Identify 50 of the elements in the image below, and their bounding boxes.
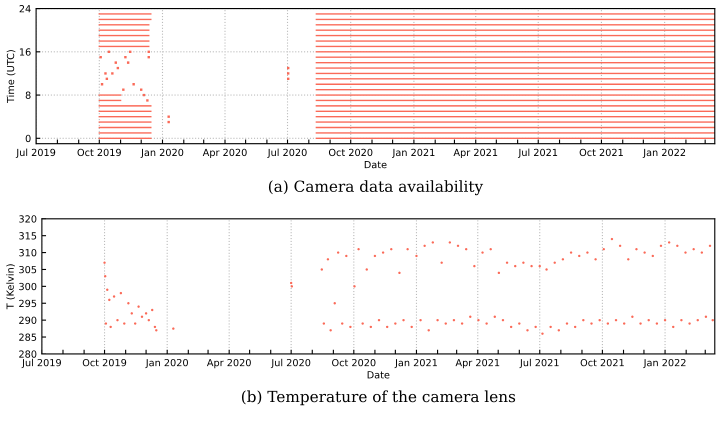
x-tick-label: Jan 2021	[394, 358, 437, 368]
x-tick-label: Apr 2021	[456, 358, 500, 368]
point	[167, 120, 170, 124]
x-tick-label: Jul 2021	[519, 358, 559, 368]
point	[108, 50, 110, 54]
y-tick-label: 300	[19, 282, 36, 290]
y-tick-label: 16	[20, 48, 31, 56]
y-tick-label: 290	[19, 316, 36, 324]
x-tick-label: Jan 2022	[642, 148, 686, 158]
y-tick-label: 24	[20, 5, 31, 12]
y-tick-label: 0	[26, 134, 31, 142]
y-tick-label: 285	[19, 334, 36, 341]
x-tick-label: Apr 2020	[202, 148, 247, 158]
y-axis-title: Time (UTC)	[6, 50, 16, 104]
point	[126, 61, 130, 64]
point	[111, 72, 114, 75]
x-tick-label: Oct 2021	[580, 358, 624, 366]
point	[106, 78, 108, 80]
y-tick-label: 8	[26, 92, 31, 99]
x-tick-label: Jan 2021	[392, 148, 434, 158]
x-tick-label: Jul 2020	[267, 148, 307, 158]
point	[142, 94, 146, 96]
x-tick-label: Jul 2019	[16, 148, 56, 158]
x-tick-label: Jan 2020	[145, 358, 188, 368]
x-tick-label: Jan 2020	[140, 148, 184, 158]
y-axis-title: T (Kelvin)	[6, 264, 15, 310]
x-tick-label: Jul 2019	[22, 358, 61, 368]
text: (b) Temperature of the camera lens	[242, 390, 516, 406]
point	[140, 88, 142, 91]
x-tick-label: Oct 2019	[78, 148, 121, 156]
x-axis-title: Date	[364, 161, 387, 168]
x-tick-label: Jul 2021	[518, 148, 558, 158]
y-tick-label: 310	[19, 249, 36, 256]
x-tick-label: Oct 2019	[82, 358, 126, 366]
x-tick-label: Jan 2022	[643, 358, 686, 368]
point	[167, 115, 170, 118]
x-axis-title: Date	[368, 371, 390, 378]
y-tick-label: 305	[19, 266, 36, 274]
x-tick-label: Oct 2020	[332, 358, 376, 366]
x-tick-label: Apr 2020	[206, 358, 251, 368]
x-tick-label: Jul 2020	[270, 358, 310, 368]
point	[122, 88, 125, 91]
x-tick-label: Oct 2021	[580, 148, 623, 156]
y-tick-label: 320	[19, 215, 36, 223]
y-tick-label: 315	[19, 232, 36, 240]
x-tick-label: Oct 2020	[328, 148, 372, 156]
x-tick-label: Apr 2021	[453, 148, 498, 158]
y-tick-label: 295	[19, 300, 36, 308]
y-tick-label: 280	[19, 350, 36, 358]
text: (a) Camera data availability	[268, 180, 484, 196]
